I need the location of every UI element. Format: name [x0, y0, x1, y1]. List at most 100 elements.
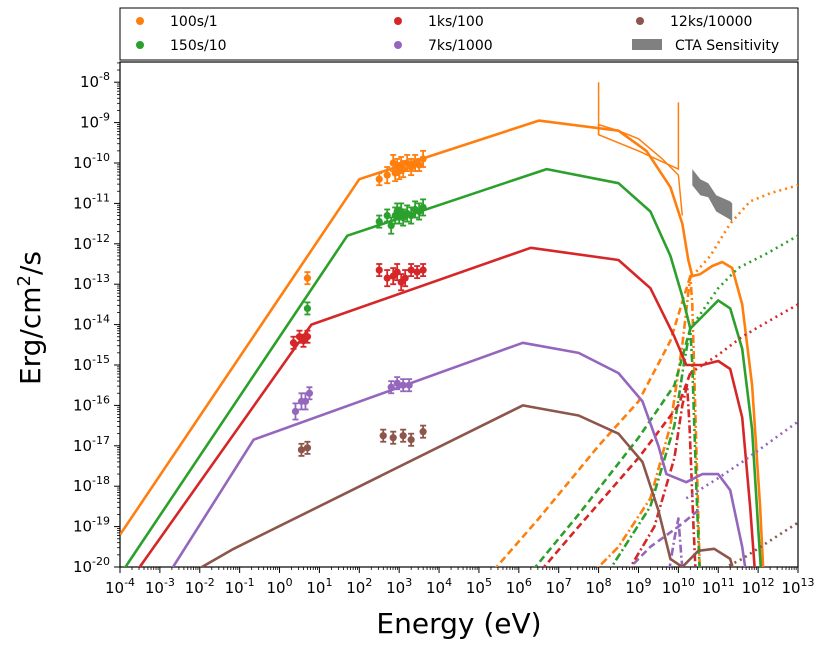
- data-point: [413, 268, 421, 276]
- thin-curve: [597, 82, 680, 171]
- cta-sensitivity-band: [692, 169, 733, 222]
- data-point: [383, 171, 391, 179]
- y-axis: 10-20 10-19 10-18 10-17 10-16 10-15 10-14 10-13…: [73, 62, 120, 576]
- series-line-dotted: [689, 234, 798, 330]
- data-point: [291, 407, 300, 416]
- data-point: [303, 333, 312, 341]
- x-tick-label: 10-2: [185, 576, 215, 597]
- data-point: [405, 381, 413, 389]
- data-point: [289, 339, 298, 347]
- x-tick-label: 107: [546, 576, 572, 597]
- x-tick-label: 103: [386, 576, 412, 597]
- data-point: [419, 203, 427, 212]
- series-line-dashdot: [628, 383, 697, 567]
- x-tick-label: 1013: [781, 576, 814, 597]
- data-point: [387, 383, 395, 391]
- y-axis-title: Erg/cm2/s: [14, 251, 47, 385]
- x-tick-label: 106: [506, 576, 532, 597]
- data-point: [297, 446, 306, 454]
- data-point: [383, 274, 391, 282]
- legend: 100s/1 150s/10 1ks/100 7ks/1000 12ks/10000 CT…: [119, 7, 799, 61]
- series-line-solid: [120, 119, 765, 567]
- series-line-dashed: [533, 328, 692, 567]
- data-point: [419, 266, 427, 274]
- series-line-dashdot: [668, 517, 684, 567]
- x-tick-label: 1011: [702, 576, 735, 597]
- data-point: [303, 304, 312, 313]
- data-point: [375, 217, 383, 226]
- data-point: [389, 434, 397, 442]
- y-tick-label: 10-9: [80, 111, 110, 132]
- legend-label: 7ks/1000: [428, 38, 493, 54]
- y-tick-label: 10-15: [73, 353, 110, 374]
- y-tick-label: 10-11: [73, 191, 110, 212]
- series-line-solid: [138, 246, 756, 567]
- legend-marker: [636, 17, 644, 25]
- y-tick-label: 10-8: [80, 70, 110, 91]
- data-point: [407, 266, 415, 274]
- legend-marker: [136, 41, 144, 49]
- y-axis-title-main: Erg/cm: [14, 286, 47, 385]
- series-line-dotted: [689, 303, 798, 375]
- legend-label: CTA Sensitivity: [675, 38, 779, 54]
- y-tick-label: 10-13: [73, 272, 110, 293]
- data-points-group: [289, 149, 427, 457]
- legend-label: 150s/10: [170, 38, 227, 54]
- series-line-dashdot: [610, 327, 701, 567]
- x-tick-label: 1012: [742, 576, 775, 597]
- y-tick-label: 10-19: [73, 515, 110, 536]
- thin-curve: [597, 123, 684, 216]
- data-point: [399, 381, 407, 389]
- x-tick-label: 10-4: [105, 576, 135, 597]
- data-point: [303, 274, 312, 282]
- y-axis-title-suffix: /s: [14, 251, 47, 275]
- y-tick-label: 10-18: [73, 474, 110, 495]
- legend-marker: [394, 41, 402, 49]
- data-point: [399, 432, 407, 440]
- x-tick-label: 109: [625, 576, 651, 597]
- x-axis-title: Energy (eV): [376, 607, 541, 640]
- data-point: [379, 432, 387, 440]
- y-axis-title-superscript: 2: [14, 275, 35, 286]
- x-tick-label: 10-3: [145, 576, 175, 597]
- series-line-dotted: [685, 420, 798, 500]
- y-tick-label: 10-16: [73, 393, 110, 414]
- legend-frame: [119, 7, 799, 61]
- x-tick-label: 100: [266, 576, 292, 597]
- x-tick-label: 101: [306, 576, 332, 597]
- legend-marker: [394, 17, 402, 25]
- series-line-dashdot: [596, 274, 702, 567]
- data-point: [419, 428, 427, 436]
- legend-marker: [136, 17, 144, 25]
- data-point: [419, 155, 427, 163]
- y-tick-label: 10-14: [73, 313, 110, 334]
- legend-label: 1ks/100: [428, 14, 484, 30]
- y-tick-label: 10-10: [73, 151, 110, 172]
- legend-label: 100s/1: [170, 14, 218, 30]
- data-point: [375, 175, 383, 183]
- data-point: [375, 266, 383, 274]
- series-line-dotted: [691, 183, 798, 277]
- series-line-dashed: [628, 509, 700, 567]
- series-line-solid: [123, 167, 763, 567]
- series-line-solid: [199, 404, 734, 567]
- x-axis: 10-4 10-3 10-2 10-1 100 101 102 103 104 105 106 107…: [105, 567, 815, 597]
- x-tick-label: 10-1: [225, 576, 255, 597]
- x-tick-label: 1010: [662, 576, 695, 597]
- curves-group: [120, 82, 798, 567]
- y-tick-label: 10-12: [73, 232, 110, 253]
- legend-patch: [632, 39, 662, 50]
- x-tick-label: 102: [346, 576, 372, 597]
- x-tick-label: 104: [426, 576, 452, 597]
- data-point: [407, 436, 415, 444]
- data-point: [401, 274, 409, 282]
- series-line-solid: [171, 341, 747, 567]
- data-point: [305, 389, 314, 397]
- series-line-dashed: [494, 275, 692, 567]
- x-tick-label: 105: [466, 576, 492, 597]
- y-tick-label: 10-20: [73, 555, 110, 576]
- y-tick-label: 10-17: [73, 434, 110, 455]
- x-tick-label: 108: [586, 576, 612, 597]
- legend-label: 12ks/10000: [670, 14, 752, 30]
